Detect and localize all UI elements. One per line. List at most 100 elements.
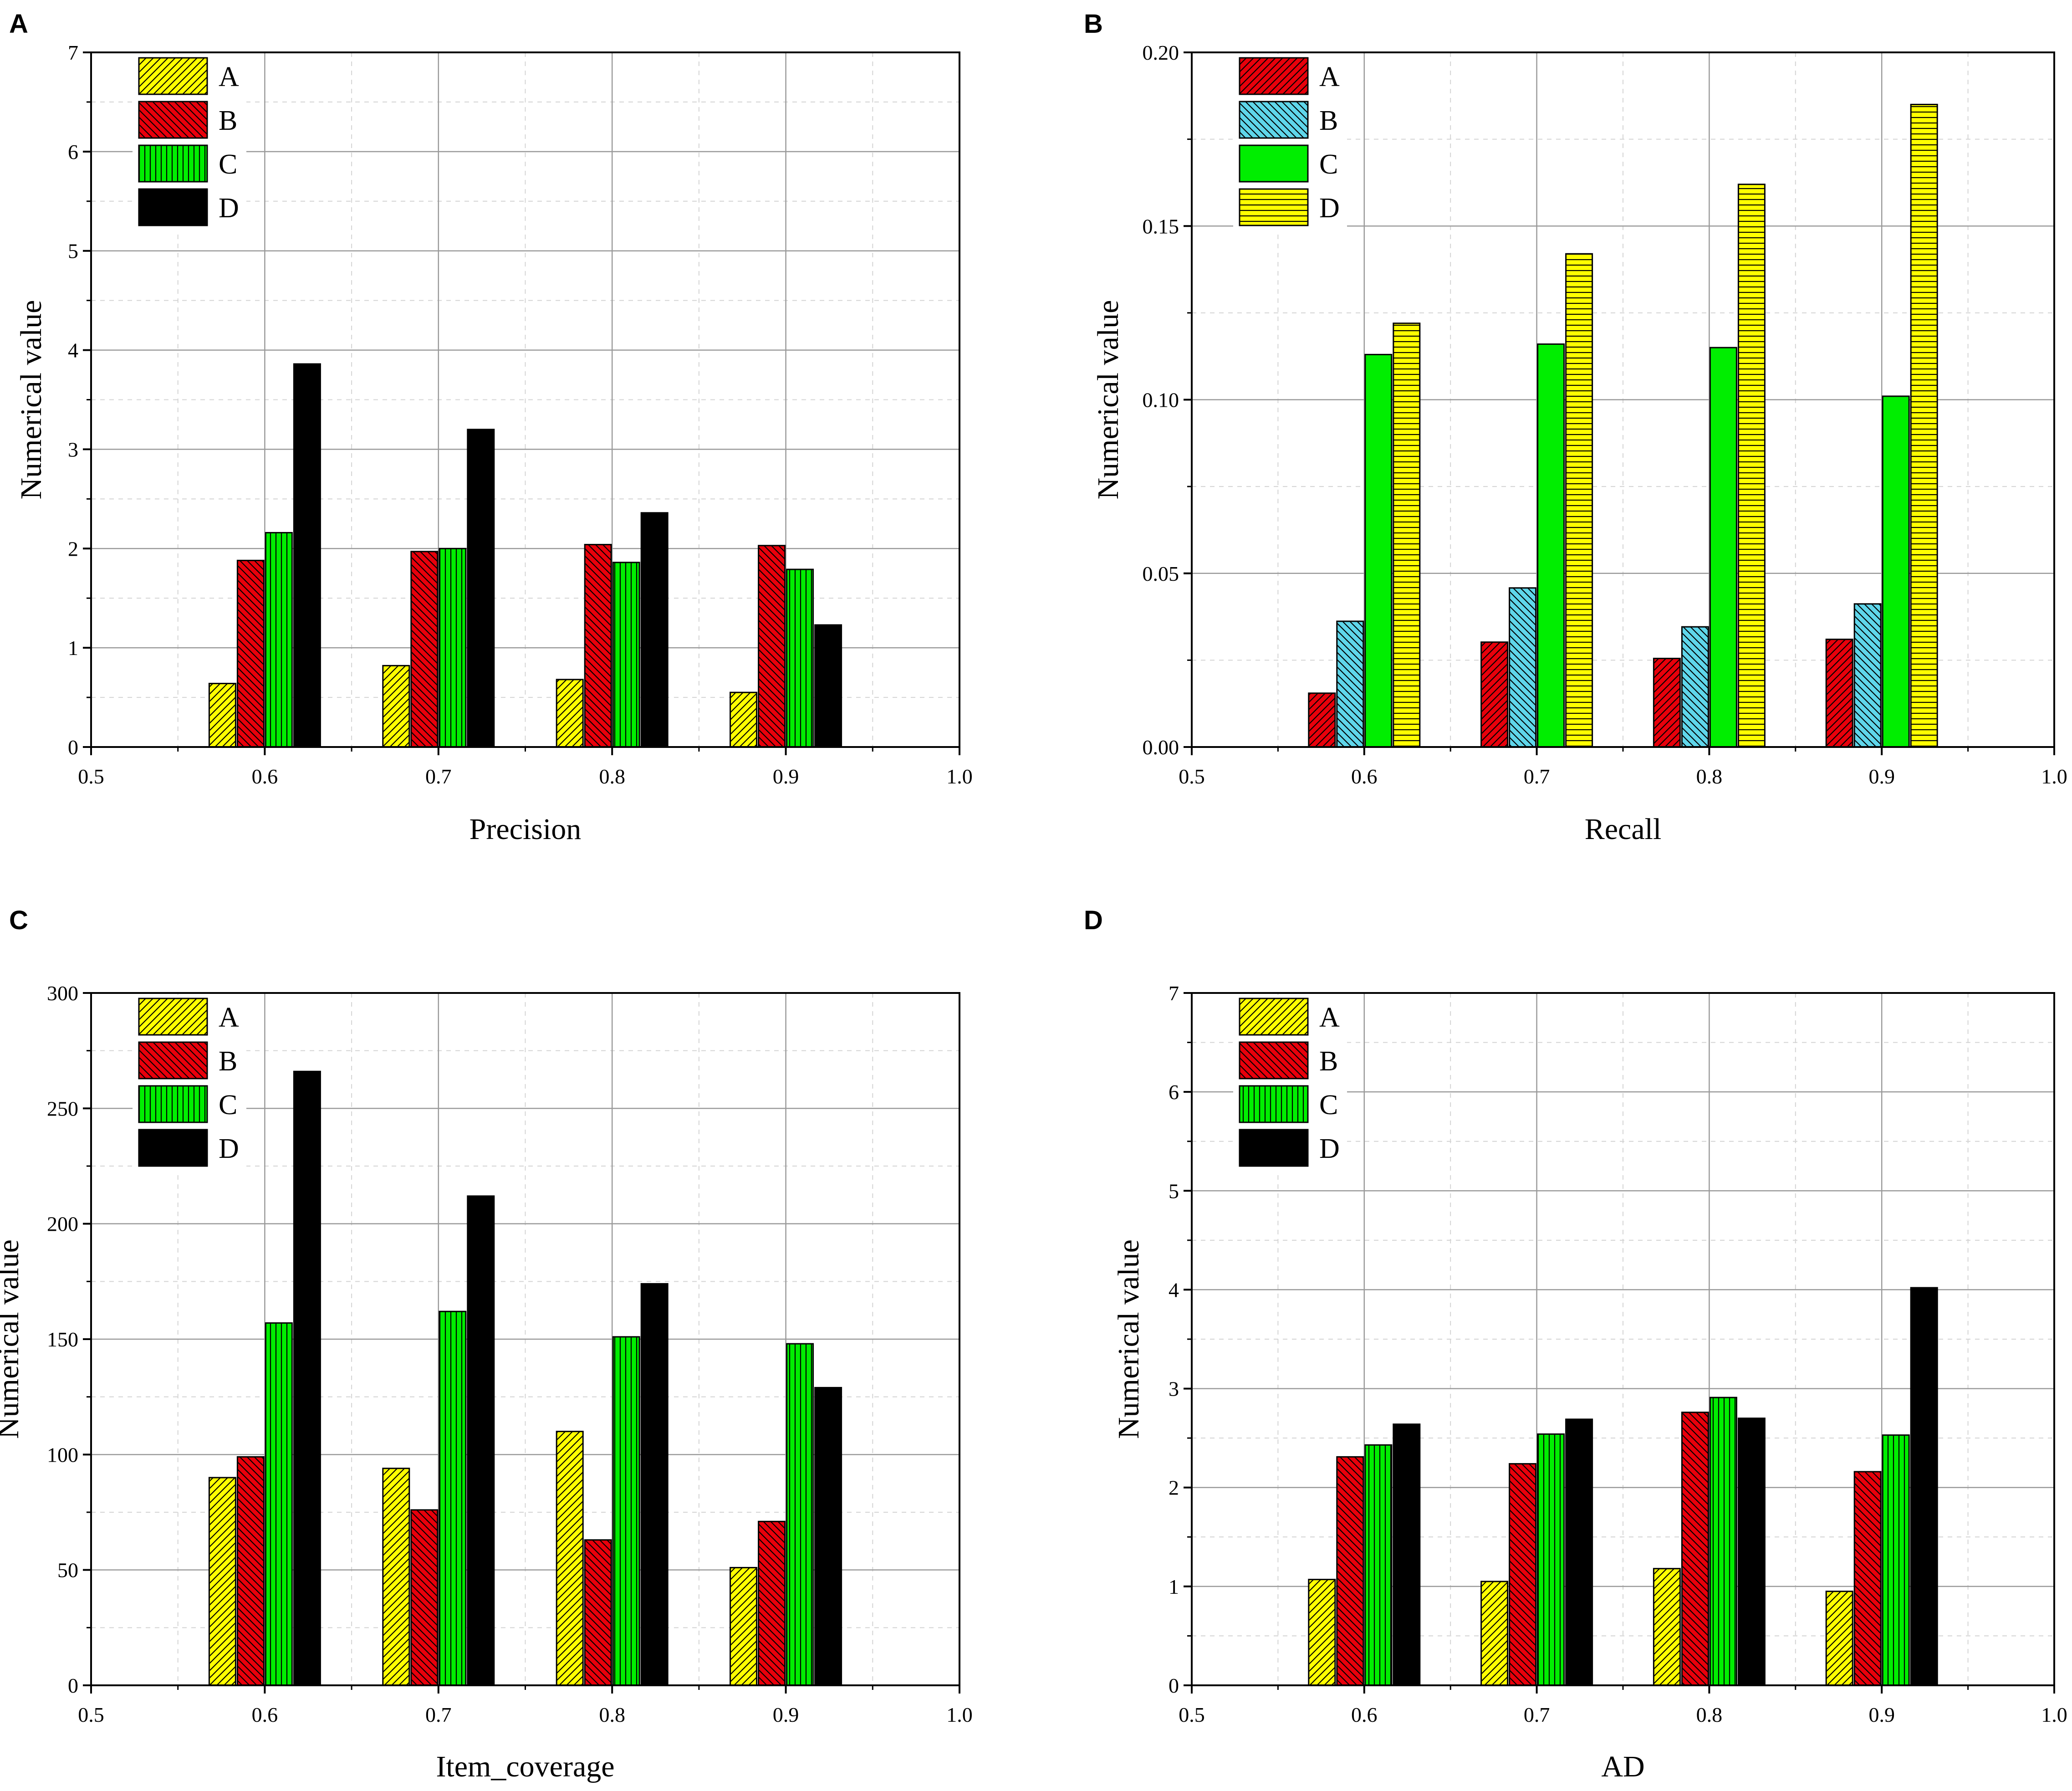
bar-a-d-0.6 <box>293 363 321 748</box>
bar-c-d-0.8 <box>640 1283 669 1686</box>
bar-d-d-0.6 <box>1393 1423 1421 1686</box>
bar-c-d-0.7 <box>467 1195 495 1686</box>
legend-label-a: A <box>1319 61 1340 92</box>
legend-swatch-a <box>1239 998 1309 1036</box>
bar-b-b-0.7 <box>1509 587 1537 748</box>
y-tick-label: 0.15 <box>1143 215 1179 238</box>
x-axis-label: Recall <box>1585 813 1662 846</box>
y-axis-label: Numerical value <box>1112 1239 1145 1439</box>
y-tick-label: 0 <box>68 736 78 759</box>
bar-a-c-0.6 <box>265 532 293 748</box>
x-axis-label: Item_coverage <box>436 1750 614 1783</box>
y-tick-label: 5 <box>68 240 78 263</box>
legend-swatch-b <box>138 1041 208 1080</box>
bar-d-a-0.7 <box>1480 1581 1509 1686</box>
bar-c-d-0.9 <box>814 1387 842 1686</box>
y-tick-label: 3 <box>68 438 78 461</box>
legend-label-d: D <box>219 1133 239 1164</box>
y-tick-label: 2 <box>1169 1476 1179 1499</box>
legend-label-c: C <box>1319 149 1338 180</box>
bar-a-a-0.7 <box>382 665 410 748</box>
y-tick-label: 3 <box>1169 1377 1179 1401</box>
bar-c-a-0.7 <box>382 1468 410 1686</box>
bar-a-a-0.6 <box>208 683 236 748</box>
y-tick-label: 6 <box>1169 1080 1179 1104</box>
y-tick-label: 0.05 <box>1143 562 1179 585</box>
x-tick-label: 0.5 <box>1179 1703 1205 1726</box>
x-tick-label: 0.6 <box>1351 765 1378 788</box>
legend-swatch-b <box>1239 1041 1309 1080</box>
legend-swatch-b <box>1239 101 1309 139</box>
bar-b-b-0.6 <box>1336 620 1364 748</box>
y-tick-label: 1 <box>68 636 78 660</box>
bar-c-b-0.9 <box>758 1520 786 1686</box>
y-tick-label: 0 <box>1169 1674 1179 1697</box>
y-tick-label: 1 <box>1169 1575 1179 1598</box>
x-tick-label: 0.7 <box>425 1703 452 1726</box>
legend-label-d: D <box>219 193 239 224</box>
bar-b-c-0.7 <box>1537 343 1565 748</box>
panel-letter: C <box>9 906 28 935</box>
bar-a-b-0.6 <box>236 559 265 748</box>
bar-a-c-0.9 <box>786 568 814 748</box>
y-tick-label: 5 <box>1169 1179 1179 1203</box>
legend-swatch-c <box>138 144 208 183</box>
legend-swatch-b <box>138 101 208 139</box>
x-tick-label: 0.9 <box>1868 765 1895 788</box>
bar-d-d-0.7 <box>1565 1418 1593 1686</box>
x-tick-label: 0.5 <box>1179 765 1205 788</box>
bar-c-c-0.9 <box>786 1343 814 1686</box>
legend-label-c: C <box>219 149 237 180</box>
y-tick-label: 0.20 <box>1143 41 1179 64</box>
bar-a-b-0.9 <box>758 545 786 748</box>
x-tick-label: 0.7 <box>1524 765 1550 788</box>
legend-label-a: A <box>219 1002 239 1033</box>
bar-b-d-0.7 <box>1565 253 1593 748</box>
y-tick-label: 50 <box>57 1559 78 1582</box>
bar-c-c-0.7 <box>439 1310 467 1686</box>
bar-c-b-0.6 <box>236 1456 265 1686</box>
panel-letter: D <box>1084 906 1103 935</box>
x-tick-label: 0.8 <box>1696 765 1723 788</box>
bar-d-c-0.8 <box>1709 1397 1737 1686</box>
bar-a-d-0.8 <box>640 512 669 748</box>
x-tick-label: 0.5 <box>78 765 104 788</box>
x-tick-label: 1.0 <box>946 765 973 788</box>
y-axis-label: Numerical value <box>1092 300 1125 500</box>
bar-c-b-0.8 <box>584 1539 612 1686</box>
x-axis-label: AD <box>1601 1750 1644 1783</box>
legend-swatch-d <box>1239 1129 1309 1167</box>
x-tick-label: 0.5 <box>78 1703 104 1726</box>
x-tick-label: 0.8 <box>1696 1703 1723 1726</box>
bar-b-c-0.8 <box>1709 347 1737 748</box>
legend-label-b: B <box>1319 1046 1338 1077</box>
bar-d-c-0.7 <box>1537 1433 1565 1686</box>
y-tick-label: 0 <box>68 1674 78 1697</box>
x-tick-label: 0.9 <box>773 1703 799 1726</box>
bar-d-d-0.8 <box>1737 1417 1766 1686</box>
legend-swatch-c <box>1239 1085 1309 1123</box>
bar-b-a-0.7 <box>1480 641 1509 748</box>
bar-c-b-0.7 <box>410 1509 439 1686</box>
legend-label-b: B <box>219 105 237 136</box>
bar-b-a-0.6 <box>1308 692 1336 748</box>
x-tick-label: 0.9 <box>1868 1703 1895 1726</box>
x-tick-label: 0.8 <box>599 1703 625 1726</box>
bar-a-c-0.8 <box>612 562 640 748</box>
legend-label-d: D <box>1319 193 1340 224</box>
legend-label-b: B <box>219 1046 237 1077</box>
bar-a-c-0.7 <box>439 548 467 748</box>
x-tick-label: 0.6 <box>252 1703 278 1726</box>
bar-a-d-0.7 <box>467 429 495 748</box>
y-axis-label: Numerical value <box>0 1239 25 1439</box>
bar-b-c-0.9 <box>1882 395 1910 748</box>
bar-a-d-0.9 <box>814 624 842 748</box>
bar-b-a-0.8 <box>1653 658 1681 748</box>
bar-c-a-0.9 <box>730 1567 758 1686</box>
x-tick-label: 1.0 <box>2041 1703 2067 1726</box>
y-tick-label: 7 <box>1169 982 1179 1005</box>
bar-d-c-0.6 <box>1364 1444 1393 1686</box>
legend-label-a: A <box>1319 1002 1340 1033</box>
